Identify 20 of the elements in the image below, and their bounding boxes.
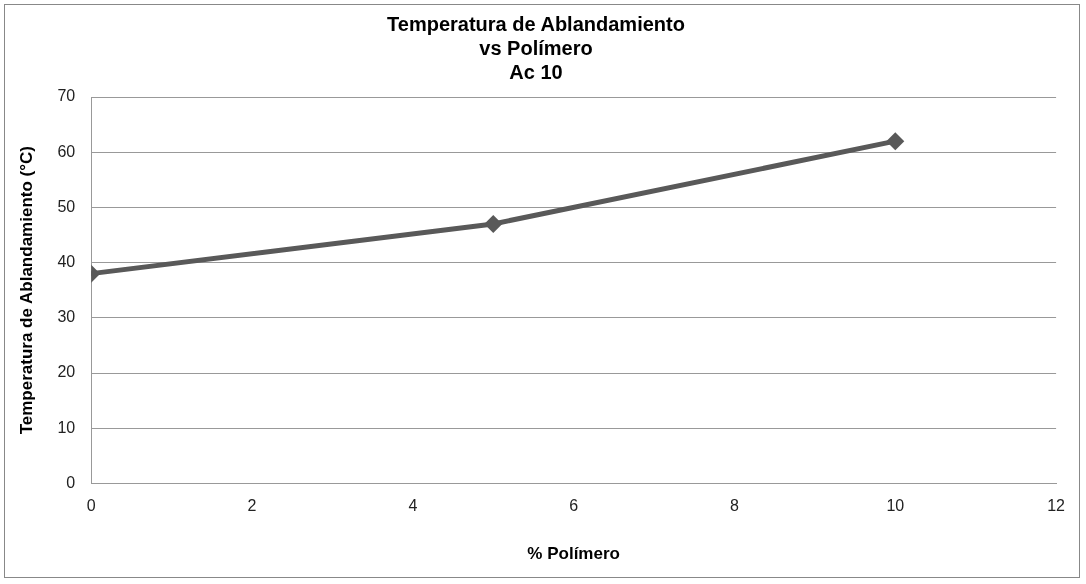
y-axis-title: Temperatura de Ablandamiento (°C)	[16, 146, 36, 435]
x-tick-label: 0	[86, 497, 96, 515]
x-tick-label: 8	[730, 497, 740, 515]
x-tick-label: 12	[1047, 497, 1066, 515]
text: Ac 10	[509, 60, 563, 83]
x-tick-label: 2	[247, 497, 257, 515]
y-tick-label: 0	[66, 473, 76, 491]
y-tick-label: 10	[57, 418, 76, 436]
text: Temperatura de Ablandamiento	[387, 12, 685, 35]
x-axis-title: % Polímero	[527, 544, 620, 564]
y-tick-label: 70	[57, 87, 76, 105]
x-tick-label: 10	[886, 497, 905, 515]
y-tick-label: 20	[57, 363, 76, 381]
y-tick-label: 30	[57, 308, 76, 326]
x-tick-label: 4	[408, 497, 418, 515]
x-tick-label: 6	[569, 497, 579, 515]
y-tick-label: 50	[57, 197, 76, 215]
text: vs Polímero	[479, 36, 593, 59]
y-tick-label: 60	[57, 142, 76, 160]
y-tick-label: 40	[57, 253, 76, 271]
